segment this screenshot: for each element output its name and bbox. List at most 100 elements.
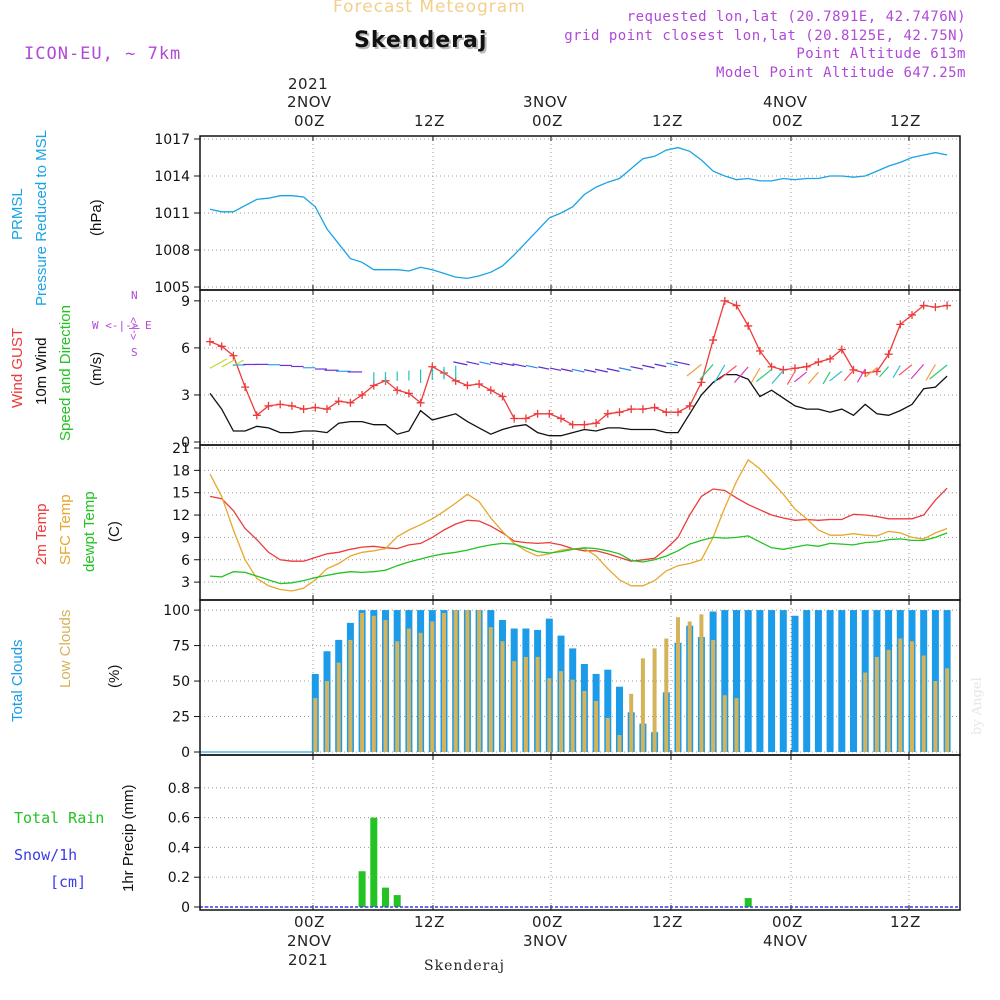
bar-total-clouds-46: [744, 610, 752, 752]
gust-marker-57: [872, 367, 881, 376]
gust-marker-10: [323, 405, 331, 414]
top-year-label: 2021: [288, 75, 329, 93]
gust-marker-53: [826, 354, 835, 363]
line-wind-gust: [209, 299, 948, 426]
bar-low-clouds-12: [348, 639, 353, 752]
gust-marker-7: [287, 401, 296, 410]
wind-dir-arrow-26: [501, 362, 515, 367]
gust-marker-63: [943, 301, 952, 310]
gust-marker-34: [603, 409, 612, 418]
gust-marker-38: [650, 403, 659, 412]
ytick-label-precip-0: 0: [181, 900, 190, 916]
top-tick-label-4: 12Z: [652, 112, 683, 130]
closest-coords: grid point closest lon,lat (20.8125E, 42…: [564, 28, 966, 44]
ytick-label-pressure-3: 1014: [154, 169, 190, 185]
wind-dir-arrow-1: [221, 358, 237, 368]
requested-coords: requested lon,lat (20.7891E, 42.7476N): [626, 9, 966, 25]
ytick-label-wind-2: 6: [181, 341, 190, 357]
gust-marker-47: [755, 347, 764, 356]
bar-low-clouds-28: [535, 656, 540, 752]
bar-low-clouds-10: [325, 681, 329, 752]
bottom-day-label-3: 4NOV: [763, 932, 808, 950]
gust-marker-13: [358, 390, 367, 399]
bar-total-clouds-51: [803, 610, 811, 752]
bottom-tick-label-3: 00Z: [532, 913, 563, 931]
point-altitude: Point Altitude 613m: [796, 46, 966, 62]
bar-low-clouds-25: [500, 641, 505, 752]
model-name: ICON-EU, ~ 7km: [24, 44, 182, 64]
ytick-label-temp-5: 18: [172, 463, 190, 479]
top-tick-label-6: 12Z: [890, 112, 921, 130]
bar-low-clouds-56: [863, 672, 868, 752]
gust-marker-2: [229, 351, 238, 360]
wind-dir-arrow-45: [718, 365, 737, 381]
bar-low-clouds-34: [605, 717, 610, 752]
bar-rain-0: [358, 871, 366, 907]
bar-total-clouds-53: [826, 610, 834, 752]
gust-marker-37: [638, 405, 647, 414]
bottom-tick-label-2: 12Z: [414, 913, 445, 931]
wind-dir-arrow-28: [525, 364, 538, 369]
gust-marker-1: [217, 342, 226, 351]
bar-low-clouds-16: [395, 641, 400, 752]
bar-rain-4: [744, 898, 752, 907]
ytick-label-temp-0: 3: [181, 575, 190, 591]
line-dewpt-temp: [209, 532, 948, 585]
bar-rain-2: [382, 887, 389, 907]
bar-low-clouds-15: [383, 620, 388, 752]
panel-frame-precip: [199, 754, 961, 911]
ytick-label-precip-1: 0.2: [168, 870, 190, 886]
gust-marker-59: [896, 320, 905, 329]
top-day-label-2: 3NOV: [523, 93, 568, 111]
compass-north: N: [131, 289, 138, 302]
gust-marker-52: [814, 358, 823, 367]
ytick-label-pressure-4: 1017: [154, 132, 190, 148]
bar-low-clouds-33: [594, 700, 599, 752]
gust-marker-5: [264, 401, 273, 410]
bar-low-clouds-19: [430, 621, 435, 752]
line-2m-temp: [209, 487, 948, 562]
wind-dir-arrow-55: [843, 369, 854, 382]
ytick-label-temp-6: 21: [172, 441, 190, 457]
wind-dir-arrow-32: [571, 368, 585, 373]
bar-low-clouds-31: [570, 679, 575, 752]
gust-marker-40: [674, 408, 682, 417]
bar-low-clouds-21: [453, 610, 458, 752]
gust-marker-51: [802, 362, 811, 371]
gust-marker-28: [533, 409, 542, 418]
bar-low-clouds-61: [921, 655, 926, 752]
ytick-label-precip-2: 0.4: [168, 840, 190, 856]
bar-low-clouds-22: [465, 610, 470, 752]
gust-marker-48: [767, 362, 776, 371]
ytick-label-temp-3: 12: [172, 508, 190, 524]
gust-marker-44: [720, 296, 729, 305]
ytick-label-pressure-0: 1005: [154, 280, 190, 296]
gust-marker-41: [685, 401, 694, 410]
wind-dir-arrow-49: [771, 370, 784, 384]
bar-low-clouds-57: [874, 656, 879, 752]
gust-marker-12: [346, 398, 355, 407]
bar-low-clouds-60: [910, 641, 914, 752]
bar-low-clouds-42: [699, 614, 704, 752]
bar-low-clouds-27: [523, 656, 528, 752]
gust-marker-30: [557, 414, 565, 423]
bar-low-clouds-26: [512, 661, 517, 752]
bottom-tick-label-5: 00Z: [772, 913, 803, 931]
bar-total-clouds-55: [850, 610, 857, 752]
footer-station-name: Skenderaj: [424, 958, 506, 974]
bottom-tick-label-4: 12Z: [652, 913, 683, 931]
bar-total-clouds-47: [756, 610, 764, 752]
wind-dir-arrow-52: [807, 371, 819, 384]
bar-total-clouds-35: [616, 686, 623, 752]
top-tick-label-5: 00Z: [772, 112, 803, 130]
line-10m-wind: [209, 373, 948, 437]
wind-dir-arrow-41: [673, 360, 690, 366]
gust-marker-29: [545, 409, 554, 418]
bar-total-clouds-50: [791, 615, 799, 752]
ytick-label-wind-1: 3: [181, 388, 190, 404]
snow-label: Snow/1h: [14, 846, 78, 864]
compass-we: W <-|-> E: [92, 319, 152, 332]
bar-low-clouds-18: [418, 632, 423, 752]
bar-low-clouds-41: [687, 621, 692, 752]
wind-dir-arrow-53: [822, 371, 831, 385]
